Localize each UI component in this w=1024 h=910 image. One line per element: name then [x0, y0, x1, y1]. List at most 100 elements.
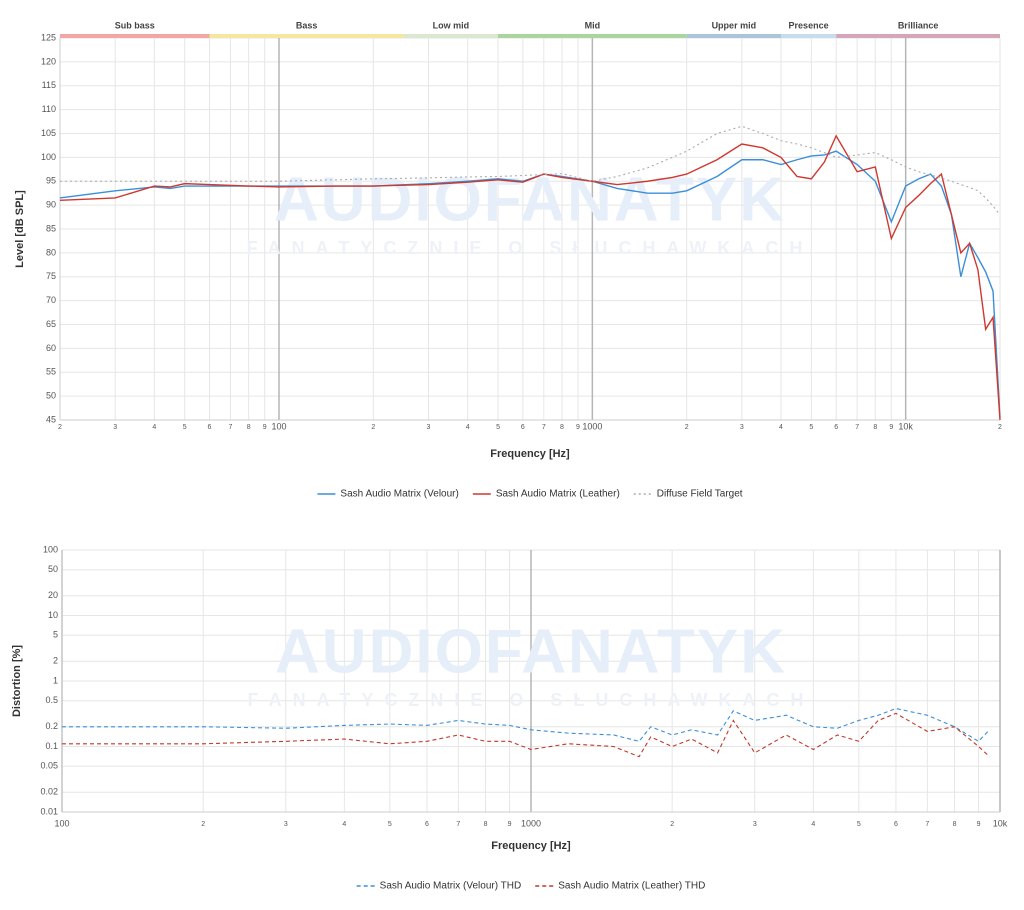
y-tick-label: 2 — [53, 656, 58, 666]
x-axis-title: Frequency [Hz] — [491, 840, 571, 852]
x-tick-label: 3 — [753, 821, 757, 828]
x-tick-label: 3 — [427, 424, 431, 431]
y-tick-label: 45 — [46, 414, 56, 424]
y-tick-label: 1 — [53, 675, 58, 685]
data-line — [59, 134, 1001, 421]
y-axis-title: Level [dB SPL] — [14, 190, 26, 268]
x-tick-label: 7 — [456, 821, 460, 828]
x-tick-label: 7 — [855, 424, 859, 431]
y-tick-label: 0.01 — [40, 806, 58, 816]
x-tick-label: 9 — [508, 821, 512, 828]
y-tick-label: 75 — [46, 271, 56, 281]
x-axis-title: Frequency [Hz] — [490, 448, 570, 460]
legend-item: Sash Audio Matrix (Velour) THD — [356, 881, 521, 892]
y-axis-title: Distortion [%] — [11, 645, 23, 717]
watermark: AUDIOFANATYK — [274, 165, 786, 234]
x-tick-label: 4 — [779, 424, 783, 431]
x-tick-label: 3 — [113, 424, 117, 431]
x-tick-label: 3 — [740, 424, 744, 431]
data-line — [62, 707, 990, 743]
x-tick-label: 8 — [247, 424, 251, 431]
x-tick-label: 100 — [271, 421, 286, 431]
x-tick-label: 10k — [993, 818, 1008, 828]
chart: 0.01 0.02 0.05 0.1 0.2 0.5 1 2 5 10 20 50 100 100 2 3 4 5… — [11, 544, 1008, 891]
x-tick-label: 6 — [521, 424, 525, 431]
data-line — [62, 712, 990, 758]
y-tick-label: 5 — [53, 630, 58, 640]
legend-label: Sash Audio Matrix (Leather) THD — [558, 881, 705, 892]
legend-label: Sash Audio Matrix (Velour) — [340, 489, 458, 500]
y-tick-label: 0.5 — [45, 695, 58, 705]
y-tick-label: 0.2 — [45, 721, 58, 731]
y-tick-label: 65 — [46, 319, 56, 329]
band-label: Mid — [585, 20, 601, 30]
y-tick-label: 80 — [46, 247, 56, 257]
x-tick-label: 8 — [953, 821, 957, 828]
x-tick-label: 6 — [834, 424, 838, 431]
frequency-band — [403, 34, 499, 38]
legend-item: Sash Audio Matrix (Leather) THD — [535, 881, 705, 892]
x-tick-label: 6 — [208, 424, 212, 431]
x-tick-label: 7 — [229, 424, 233, 431]
x-tick-label: 1000 — [582, 421, 602, 431]
y-tick-label: 125 — [41, 32, 56, 42]
y-tick-label: 100 — [41, 152, 56, 162]
x-tick-label: 8 — [873, 424, 877, 431]
x-tick-label: 2 — [998, 424, 1002, 431]
x-tick-label: 5 — [809, 424, 813, 431]
x-tick-label: 7 — [925, 821, 929, 828]
frequency-band — [686, 34, 781, 38]
x-tick-label: 9 — [977, 821, 981, 828]
frequency-band — [498, 34, 687, 38]
watermark-subtitle: FANATYCZNIE O SŁUCHAWKACH — [247, 238, 814, 258]
y-tick-label: 0.1 — [45, 741, 58, 751]
x-tick-label: 7 — [542, 424, 546, 431]
y-tick-label: 0.05 — [40, 761, 58, 771]
legend-label: Sash Audio Matrix (Leather) — [496, 489, 620, 500]
y-tick-label: 50 — [48, 564, 58, 574]
legend-label: Diffuse Field Target — [657, 489, 743, 500]
x-tick-label: 4 — [466, 424, 470, 431]
y-tick-label: 95 — [46, 176, 56, 186]
legend: Sash Audio Matrix (Velour) Sash Audio Mat… — [317, 489, 743, 500]
y-tick-label: 105 — [41, 128, 56, 138]
legend-item: Sash Audio Matrix (Leather) — [472, 489, 620, 500]
frequency-band — [60, 34, 210, 38]
band-label: Sub bass — [115, 20, 155, 30]
x-tick-label: 4 — [152, 424, 156, 431]
x-tick-label: 10k — [898, 421, 913, 431]
x-tick-label: 3 — [284, 821, 288, 828]
y-tick-label: 115 — [42, 80, 56, 90]
y-tick-label: 90 — [46, 200, 56, 210]
y-tick-label: 100 — [43, 544, 58, 554]
chart: 4550556065707580859095100105110115120125… — [14, 20, 1002, 499]
x-tick-label: 1000 — [521, 818, 541, 828]
x-tick-label: 4 — [342, 821, 346, 828]
y-tick-label: 55 — [46, 367, 56, 377]
y-tick-label: 110 — [42, 104, 56, 114]
legend-item: Sash Audio Matrix (Velour) — [317, 489, 459, 500]
x-tick-label: 2 — [371, 424, 375, 431]
band-label: Presence — [789, 20, 829, 30]
x-tick-label: 5 — [857, 821, 861, 828]
x-tick-label: 6 — [894, 821, 898, 828]
x-tick-label: 5 — [388, 821, 392, 828]
x-tick-label: 9 — [576, 424, 580, 431]
x-tick-label: 6 — [425, 821, 429, 828]
frequency-band — [780, 34, 837, 38]
y-tick-label: 20 — [48, 590, 58, 600]
y-tick-label: 50 — [46, 391, 56, 401]
x-tick-label: 4 — [811, 821, 815, 828]
x-tick-label: 9 — [889, 424, 893, 431]
y-tick-label: 120 — [41, 56, 56, 66]
legend-item: Diffuse Field Target — [633, 489, 743, 500]
x-tick-label: 2 — [58, 424, 62, 431]
x-tick-label: 5 — [183, 424, 187, 431]
watermark: AUDIOFANATYK — [275, 617, 787, 686]
frequency-band — [209, 34, 404, 38]
y-tick-label: 60 — [46, 343, 56, 353]
x-tick-label: 100 — [54, 818, 69, 828]
frequency-band — [836, 34, 1000, 38]
x-tick-label: 8 — [484, 821, 488, 828]
